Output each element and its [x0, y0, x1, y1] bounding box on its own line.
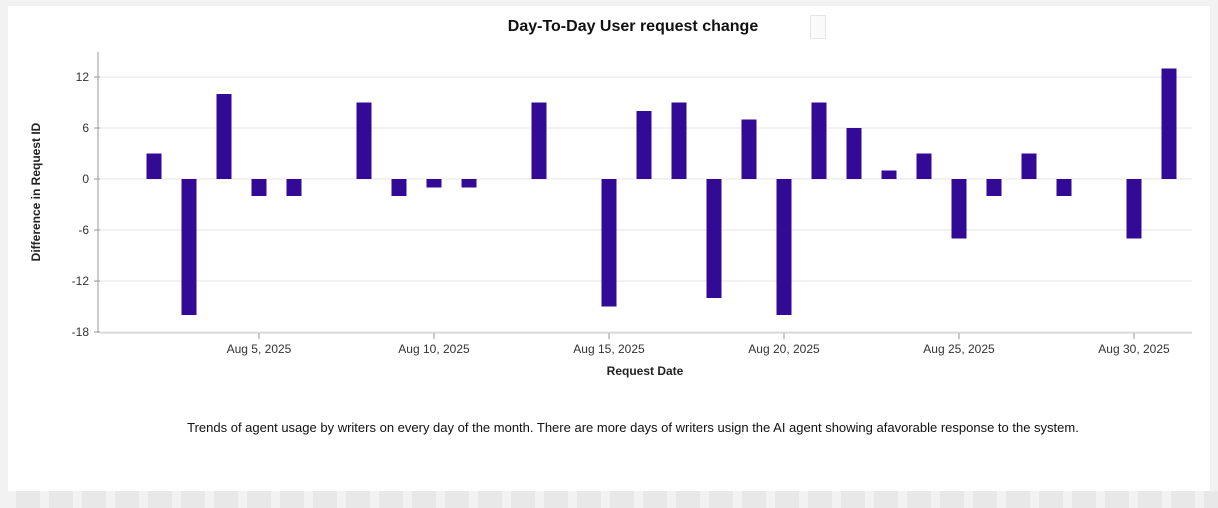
strip-block: [742, 491, 766, 508]
strip-block: [841, 491, 865, 508]
bar: [601, 179, 617, 307]
strip-block: [148, 491, 172, 508]
bar: [881, 170, 897, 179]
strip-block: [775, 491, 799, 508]
bar: [951, 179, 967, 239]
label-layer: 12 6 0 -6 -12 -18 Aug 5, 2025 Aug 10, 2025 Aug 1…: [29, 70, 1170, 378]
bar: [181, 179, 197, 315]
bar: [531, 102, 547, 179]
strip-block: [610, 491, 634, 508]
bar: [216, 94, 232, 179]
strip-block: [1006, 491, 1030, 508]
strip-block: [445, 491, 469, 508]
bottom-strip: [0, 491, 1218, 508]
y-axis-title: Difference in Request ID: [29, 122, 43, 261]
x-tick-label: Aug 10, 2025: [398, 342, 470, 356]
bar: [706, 179, 722, 298]
bar: [846, 128, 862, 179]
strip-block: [181, 491, 205, 508]
strip-block: [808, 491, 832, 508]
strip-block: [247, 491, 271, 508]
strip-block: [1072, 491, 1096, 508]
bar-layer: [146, 68, 1177, 315]
bar: [811, 102, 827, 179]
title-placeholder-chip: [810, 15, 826, 39]
strip-block: [577, 491, 601, 508]
x-tick-label: Aug 30, 2025: [1098, 342, 1170, 356]
bar-chart: 12 6 0 -6 -12 -18 Aug 5, 2025 Aug 10, 2025 Aug 1…: [29, 52, 1192, 378]
strip-block: [115, 491, 139, 508]
bar: [1021, 153, 1037, 179]
strip-block: [1105, 491, 1129, 508]
strip-block: [82, 491, 106, 508]
y-tick-label: -12: [72, 274, 90, 288]
bar: [1126, 179, 1142, 239]
chart-caption: Trends of agent usage by writers on ever…: [187, 420, 1079, 435]
bar: [671, 102, 687, 179]
bar: [636, 111, 652, 179]
strip-block: [874, 491, 898, 508]
strip-block: [379, 491, 403, 508]
x-tick-label: Aug 25, 2025: [923, 342, 995, 356]
strip-block: [676, 491, 700, 508]
bar: [741, 119, 757, 179]
strip-block: [940, 491, 964, 508]
strip-block: [280, 491, 304, 508]
bar: [1056, 179, 1072, 196]
strip-block: [346, 491, 370, 508]
x-axis-title: Request Date: [607, 364, 684, 378]
strip-block: [973, 491, 997, 508]
strip-block: [214, 491, 238, 508]
x-tick-label: Aug 5, 2025: [227, 342, 292, 356]
strip-block: [511, 491, 535, 508]
bar: [356, 102, 372, 179]
y-tick-label: -18: [72, 325, 90, 339]
bar: [1161, 68, 1177, 179]
strip-block: [478, 491, 502, 508]
strip-block: [313, 491, 337, 508]
strip-block: [1138, 491, 1162, 508]
x-tick-label: Aug 15, 2025: [573, 342, 645, 356]
axis-layer: [94, 52, 1192, 339]
strip-block: [544, 491, 568, 508]
chart-title: Day-To-Day User request change: [507, 18, 759, 35]
y-tick-label: 0: [82, 172, 89, 186]
bar: [986, 179, 1002, 196]
strip-block: [412, 491, 436, 508]
strip-block: [1171, 491, 1195, 508]
y-tick-label: 6: [82, 121, 89, 135]
bar: [426, 179, 442, 188]
bar: [776, 179, 792, 315]
strip-block: [16, 491, 40, 508]
strip-block: [1204, 491, 1218, 508]
bar: [461, 179, 477, 188]
y-tick-label: -6: [78, 223, 89, 237]
x-tick-label: Aug 20, 2025: [748, 342, 820, 356]
strip-block: [907, 491, 931, 508]
bar: [251, 179, 267, 196]
strip-block: [1039, 491, 1063, 508]
bar: [916, 153, 932, 179]
bar: [286, 179, 302, 196]
strip-block: [49, 491, 73, 508]
y-tick-label: 12: [76, 70, 90, 84]
bar: [391, 179, 407, 196]
strip-block: [709, 491, 733, 508]
bar: [146, 153, 162, 179]
strip-block: [643, 491, 667, 508]
